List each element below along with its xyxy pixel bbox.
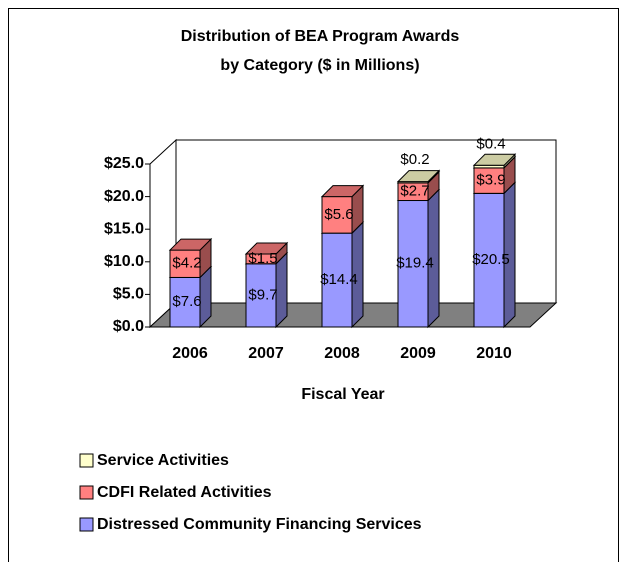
y-tick-label: $25.0 bbox=[104, 155, 144, 172]
bar-front bbox=[321, 232, 353, 328]
value-label: $0.4 bbox=[476, 136, 505, 153]
bar-side bbox=[275, 251, 288, 329]
y-tick-label: $0.0 bbox=[113, 318, 144, 335]
legend-label: Distressed Community Financing Services bbox=[97, 516, 422, 533]
x-tick-label: 2008 bbox=[324, 345, 360, 362]
x-tick-label: 2009 bbox=[400, 345, 436, 362]
legend-label: Service Activities bbox=[97, 452, 229, 469]
legend-swatch bbox=[79, 517, 94, 532]
value-label: $3.9 bbox=[476, 172, 505, 189]
y-tick-label: $5.0 bbox=[113, 286, 144, 303]
chart-title: Distribution of BEA Program Awards bbox=[181, 28, 460, 45]
value-label: $20.5 bbox=[472, 251, 510, 268]
bar-top bbox=[320, 185, 365, 198]
bar-top bbox=[168, 238, 213, 251]
y-tick-label: $20.0 bbox=[104, 188, 144, 205]
chart-title: by Category ($ in Millions) bbox=[220, 57, 419, 74]
legend-swatch bbox=[79, 453, 94, 468]
legend-label: CDFI Related Activities bbox=[97, 484, 272, 501]
value-label: $2.7 bbox=[400, 183, 429, 200]
y-tick-label: $15.0 bbox=[104, 220, 144, 237]
bar-top bbox=[396, 170, 441, 183]
value-label: $5.6 bbox=[324, 206, 353, 223]
bar-top bbox=[244, 242, 289, 255]
x-axis-label: Fiscal Year bbox=[301, 386, 384, 403]
y-tick-label: $10.0 bbox=[104, 253, 144, 270]
bar-front bbox=[245, 263, 277, 328]
bar-top bbox=[472, 153, 517, 166]
value-label: $7.6 bbox=[172, 293, 201, 310]
value-label: $4.2 bbox=[172, 255, 201, 272]
bar-front bbox=[169, 249, 201, 278]
value-label: $0.2 bbox=[400, 151, 429, 168]
x-tick-label: 2010 bbox=[476, 345, 512, 362]
value-label: $1.5 bbox=[248, 250, 277, 267]
value-label: $14.4 bbox=[320, 271, 358, 288]
x-tick-label: 2007 bbox=[248, 345, 284, 362]
value-label: $9.7 bbox=[248, 286, 277, 303]
legend-swatch bbox=[79, 485, 94, 500]
value-label: $19.4 bbox=[396, 255, 434, 272]
x-tick-label: 2006 bbox=[172, 345, 208, 362]
